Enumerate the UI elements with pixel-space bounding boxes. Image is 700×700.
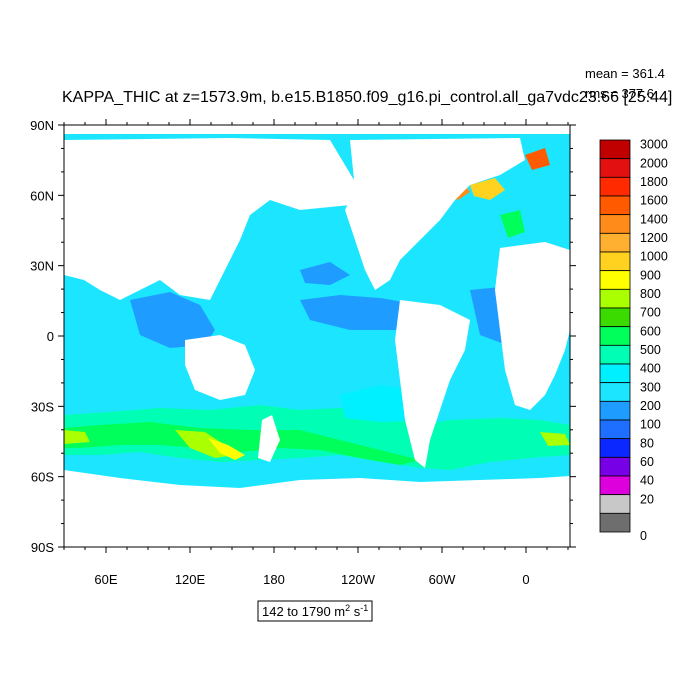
southern-ocean-spot-east	[540, 432, 570, 446]
lon-label: 120E	[175, 572, 206, 587]
stat-rms: rms = 377.6	[585, 86, 654, 101]
stat-mean: mean = 361.4	[585, 66, 665, 81]
colorbar-swatch	[599, 382, 631, 402]
range-label-frame	[257, 600, 373, 622]
land-asia-europe	[64, 138, 360, 300]
colorbar-swatch	[599, 214, 631, 234]
colorbar-label: 200	[640, 399, 661, 413]
colorbar-swatch	[599, 195, 631, 216]
lat-label: 30N	[30, 259, 54, 274]
lon-label: 60E	[94, 572, 117, 587]
plot-title: KAPPA_THIC at z=1573.9m, b.e15.B1850.f09…	[62, 89, 672, 106]
colorbar-swatch	[599, 232, 631, 253]
colorbar-swatch	[599, 494, 631, 514]
range-label-prefix: 142 to 1790 m	[262, 604, 345, 619]
colorbar-label: 500	[640, 343, 661, 357]
colorbar-label: 0	[640, 529, 647, 543]
southern-ocean-core	[64, 422, 420, 465]
colorbar-swatch	[599, 307, 631, 328]
colorbar-label: 1800	[640, 175, 668, 189]
colorbar-swatch	[599, 158, 631, 178]
colorbar-swatch	[599, 438, 631, 458]
colorbar-swatch	[599, 251, 631, 272]
colorbar-swatch	[599, 326, 631, 346]
lon-labels: 60E 120E 180 120W 60W 0	[94, 572, 529, 587]
range-label-box: 142 to 1790 m2 s-1	[257, 600, 373, 622]
colorbar-label: 900	[640, 268, 661, 282]
land-north-america	[345, 138, 525, 290]
colorbar-label: 60	[640, 455, 654, 469]
land-south-america	[395, 300, 470, 468]
lat-labels: 90N 60N 30N 0 30S 60S 90S	[30, 118, 54, 555]
lat-label: 60N	[30, 188, 54, 203]
map-area	[63, 124, 571, 548]
colorbar-label: 600	[640, 324, 661, 338]
colorbar-label: 1400	[640, 212, 668, 226]
colorbar: 3000200018001600140012001000900800700600…	[599, 138, 668, 543]
colorbar-label: 100	[640, 418, 661, 432]
land-australia	[185, 335, 255, 400]
colorbar-swatch	[599, 363, 631, 384]
greenland-sea-hotspot	[525, 148, 550, 170]
colorbar-label: 40	[640, 474, 654, 488]
atlantic-contour-east	[500, 210, 525, 238]
colorbar-label: 1200	[640, 231, 668, 245]
lat-label: 90S	[31, 540, 54, 555]
range-label-text: 142 to 1790 m2 s-1	[262, 603, 368, 619]
colorbar-label: 800	[640, 287, 661, 301]
land-arctic-ice	[64, 125, 570, 134]
colorbar-swatch	[599, 475, 631, 496]
lat-label: 60S	[31, 470, 54, 485]
lon-label: 180	[263, 572, 285, 587]
labrador-hotspot	[470, 178, 505, 200]
lat-label: 30S	[31, 399, 54, 414]
colorbar-label: 1000	[640, 250, 668, 264]
range-label-mid: s	[350, 604, 361, 619]
lon-label: 120W	[341, 572, 376, 587]
lat-label: 0	[47, 329, 54, 344]
colorbar-label: 400	[640, 362, 661, 376]
colorbar-swatch	[599, 400, 631, 421]
colorbar-swatch	[599, 512, 631, 533]
range-label-sup1: 2	[345, 603, 350, 613]
colorbar-label: 1600	[640, 194, 668, 208]
colorbar-label: 20	[640, 492, 654, 506]
land-africa	[495, 242, 570, 410]
colorbar-label: 2000	[640, 156, 668, 170]
lon-label: 60W	[429, 572, 456, 587]
colorbar-swatch	[599, 344, 631, 365]
axis-ticks	[58, 119, 576, 553]
southern-ocean-max	[208, 438, 245, 460]
colorbar-swatch	[599, 139, 631, 160]
southern-ocean-spot-west	[64, 430, 90, 444]
lon-label: 0	[522, 572, 529, 587]
ocean-shade-indian	[130, 292, 215, 348]
land-new-zealand	[258, 415, 280, 462]
colorbar-swatch	[599, 419, 631, 440]
colorbar-label: 80	[640, 436, 654, 450]
colorbar-label: 700	[640, 306, 661, 320]
lat-label: 90N	[30, 118, 54, 133]
ocean-shade-nwpacific	[300, 262, 350, 285]
colorbar-swatch	[599, 270, 631, 290]
range-label-sup2: -1	[360, 603, 368, 613]
colorbar-label: 3000	[640, 138, 668, 152]
land-antarctica	[64, 470, 570, 547]
colorbar-swatch	[599, 288, 631, 309]
colorbar-swatch	[599, 176, 631, 197]
colorbar-label: 300	[640, 380, 661, 394]
colorbar-swatch	[599, 456, 631, 477]
